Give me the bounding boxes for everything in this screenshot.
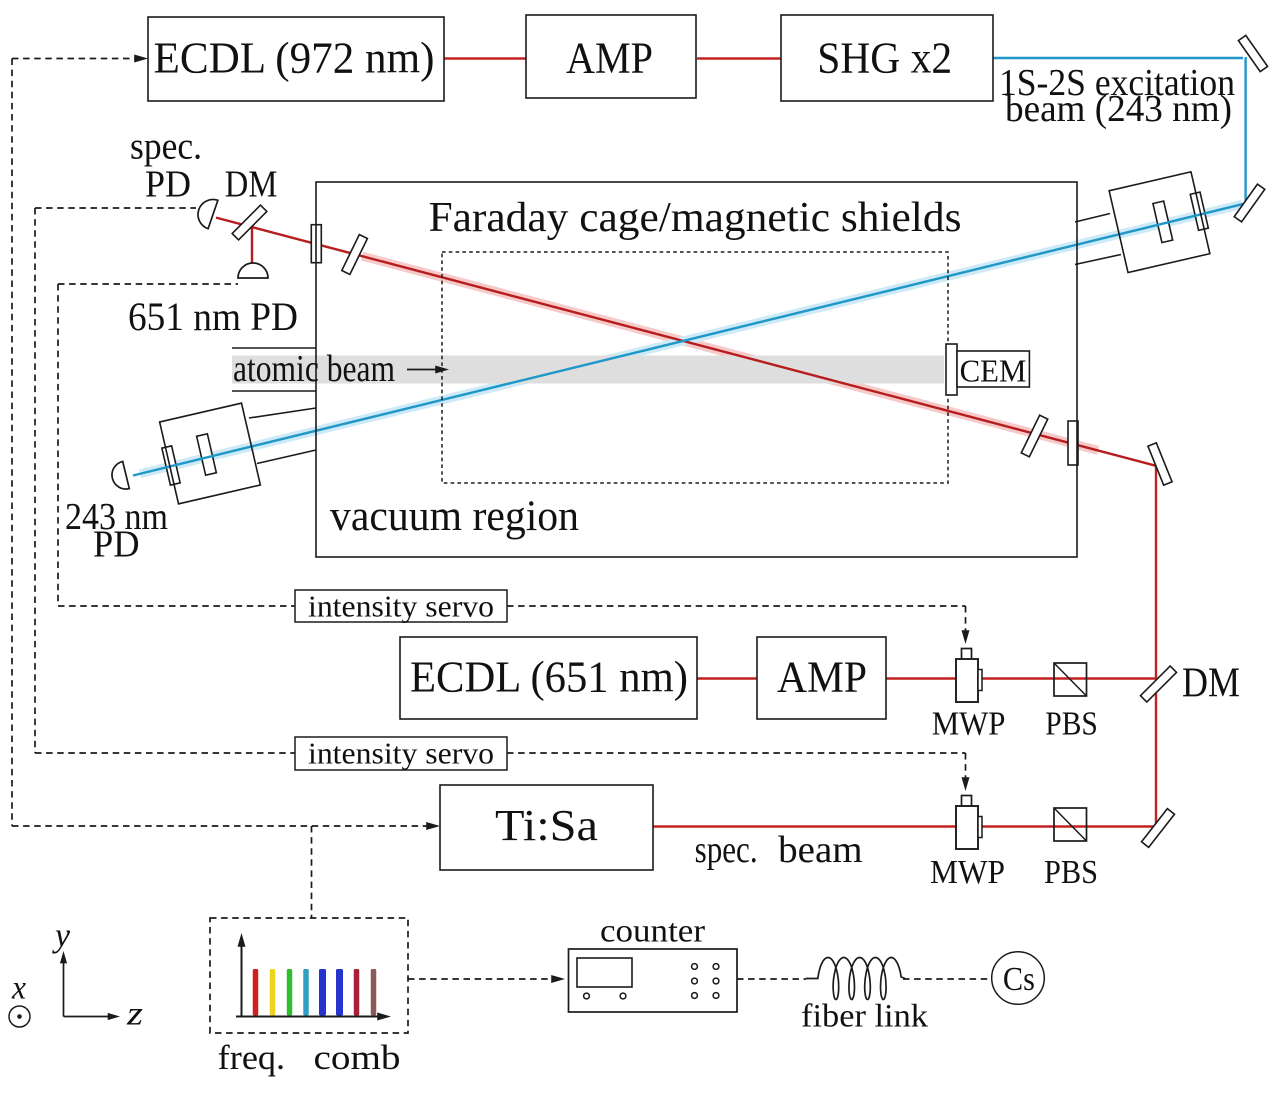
svg-text:z: z (126, 996, 143, 1033)
svg-text:243 nm: 243 nm (65, 496, 168, 538)
svg-text:spec.: spec. (130, 126, 202, 168)
svg-text:beam (243 nm): beam (243 nm) (1005, 88, 1232, 130)
svg-text:AMP: AMP (566, 34, 653, 83)
svg-text:PBS: PBS (1045, 705, 1098, 742)
svg-text:atomic beam: atomic beam (233, 348, 395, 390)
svg-text:CEM: CEM (960, 353, 1027, 389)
svg-text:Ti:Sa: Ti:Sa (495, 801, 598, 850)
svg-text:MWP: MWP (930, 854, 1005, 891)
svg-text:AMP: AMP (777, 653, 867, 702)
svg-text:651 nm PD: 651 nm PD (128, 294, 298, 339)
svg-text:beam: beam (778, 829, 862, 871)
svg-text:intensity servo: intensity servo (308, 589, 494, 624)
svg-text:freq.: freq. (218, 1038, 285, 1077)
svg-text:fiber link: fiber link (801, 999, 929, 1035)
svg-text:MWP: MWP (932, 705, 1006, 742)
svg-text:DM: DM (225, 163, 277, 205)
svg-text:counter: counter (600, 914, 705, 950)
svg-text:PD: PD (145, 163, 191, 205)
svg-text:comb: comb (314, 1038, 401, 1077)
svg-text:DM: DM (1182, 661, 1240, 707)
svg-text:PD: PD (93, 524, 140, 566)
svg-text:ECDL (651 nm): ECDL (651 nm) (410, 653, 688, 702)
svg-text:SHG x2: SHG x2 (817, 34, 952, 83)
svg-text:Faraday cage/magnetic shields: Faraday cage/magnetic shields (429, 194, 962, 241)
svg-text:spec.: spec. (695, 829, 758, 871)
svg-text:intensity servo: intensity servo (308, 736, 494, 771)
svg-text:1S-2S excitation: 1S-2S excitation (999, 62, 1235, 104)
svg-text:y: y (52, 918, 71, 955)
svg-text:Cs: Cs (1003, 961, 1035, 998)
svg-text:x: x (11, 970, 26, 1007)
svg-text:vacuum region: vacuum region (330, 493, 579, 540)
svg-text:ECDL (972 nm): ECDL (972 nm) (154, 34, 435, 83)
svg-text:PBS: PBS (1044, 854, 1098, 891)
